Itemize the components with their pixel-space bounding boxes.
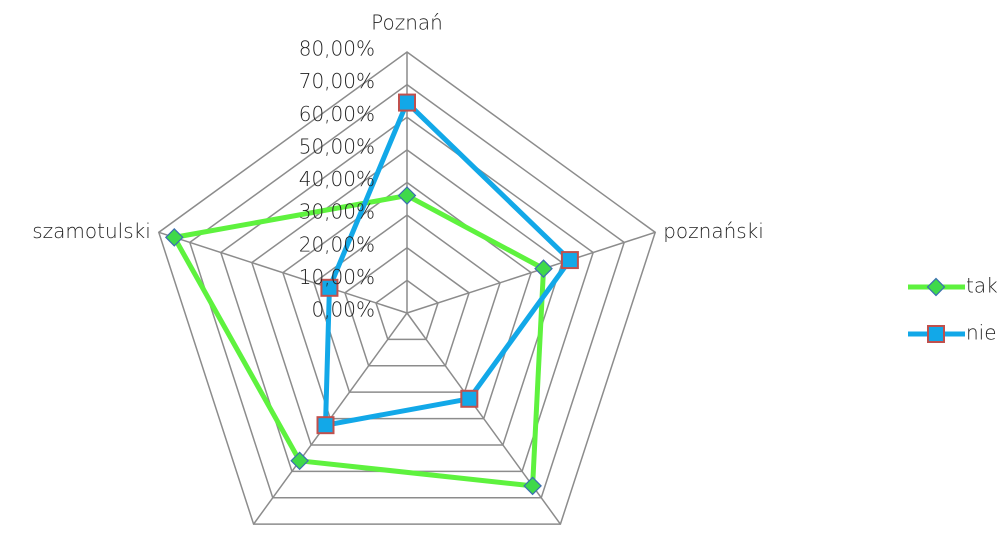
marker [290, 451, 309, 471]
y-tick-label: 80,00% [299, 37, 375, 61]
category-label: szamotulski [32, 219, 151, 243]
grid-ring [282, 181, 532, 420]
marker [560, 251, 579, 270]
spoke [158, 231, 408, 314]
y-tick-label: 70,00% [299, 69, 375, 93]
legend-marker [926, 277, 946, 297]
y-tick-label: 0,00% [311, 298, 375, 322]
grid-ring [188, 83, 626, 499]
category-label: obornicki [154, 539, 245, 540]
y-tick-label: 40,00% [299, 167, 375, 191]
marker [523, 476, 542, 496]
marker [397, 186, 417, 205]
marker [398, 93, 416, 112]
legend-label: nie [966, 321, 997, 345]
y-tick-label: 50,00% [299, 134, 375, 158]
category-label: poznański [663, 219, 764, 243]
series-line [171, 193, 547, 489]
y-tick-label: 30,00% [299, 200, 375, 224]
marker [316, 416, 335, 435]
y-tick-label: 20,00% [299, 232, 375, 256]
marker [460, 389, 479, 408]
series-line [322, 100, 573, 428]
y-tick-label: 60,00% [299, 102, 375, 126]
spoke [406, 231, 656, 314]
category-label: Poznań [371, 11, 443, 35]
category-label: nowotomyski [565, 539, 697, 540]
marker [534, 259, 553, 278]
marker [164, 228, 184, 247]
legend-marker [927, 325, 945, 343]
grid-ring [250, 148, 564, 446]
legend-label: tak [966, 274, 998, 298]
grid-ring [313, 214, 501, 393]
marker [320, 278, 339, 297]
grid-ring [375, 279, 439, 341]
y-tick-label: 10,00% [299, 265, 375, 289]
grid-ring [157, 51, 657, 525]
grid-ring [344, 246, 470, 367]
